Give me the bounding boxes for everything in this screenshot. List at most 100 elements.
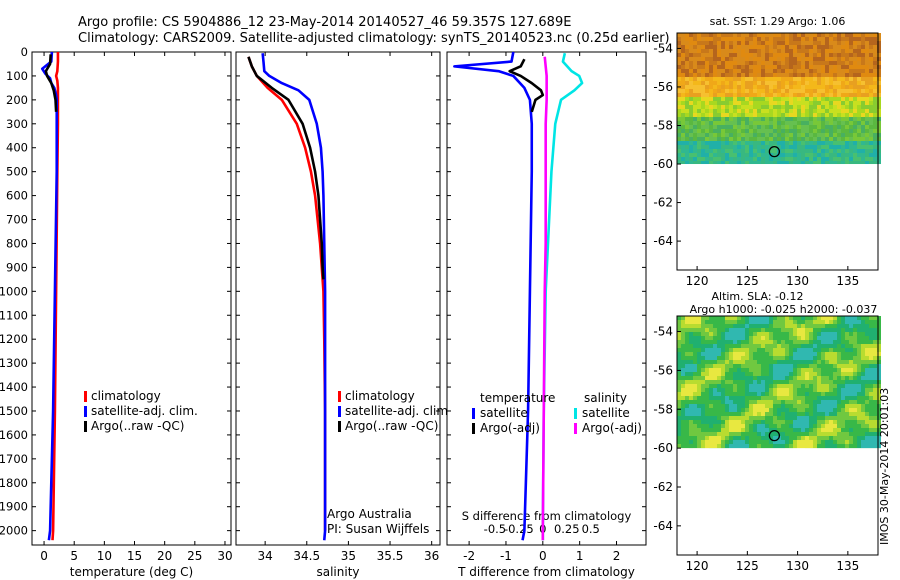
map-cell	[845, 133, 849, 137]
map-cell	[809, 53, 813, 57]
map-cell	[705, 356, 709, 360]
map-cell	[761, 412, 765, 416]
map-cell	[689, 85, 693, 89]
map-cell	[837, 344, 841, 348]
map-cell	[833, 61, 837, 65]
map-cell	[733, 380, 737, 384]
map-cell	[737, 105, 741, 109]
map-cell	[873, 376, 877, 380]
map-cell	[765, 85, 769, 89]
map-cell	[837, 412, 841, 416]
map-cell	[729, 368, 733, 372]
map-cell	[745, 384, 749, 388]
map-cell	[741, 432, 745, 436]
map-cell	[693, 53, 697, 57]
y-tick-label: 1800	[0, 476, 28, 490]
map-cell	[717, 45, 721, 49]
map-cell	[725, 316, 729, 320]
map-cell	[845, 440, 849, 444]
map-cell	[769, 360, 773, 364]
map-cell	[681, 360, 685, 364]
map-cell	[769, 396, 773, 400]
map-cell	[853, 332, 857, 336]
map-cell	[813, 368, 817, 372]
map-cell	[681, 45, 685, 49]
map-cell	[829, 400, 833, 404]
map-cell	[713, 340, 717, 344]
map-cell	[701, 125, 705, 129]
map-cell	[689, 45, 693, 49]
map-cell	[729, 149, 733, 153]
map-cell	[789, 97, 793, 101]
map-cell	[733, 125, 737, 129]
map-cell	[805, 45, 809, 49]
map-cell	[689, 49, 693, 53]
map-cell	[813, 320, 817, 324]
map-cell	[801, 129, 805, 133]
map-cell	[801, 41, 805, 45]
map-cell	[741, 109, 745, 113]
map-cell	[725, 428, 729, 432]
map-cell	[761, 320, 765, 324]
map-cell	[725, 53, 729, 57]
map-cell	[793, 149, 797, 153]
map-cell	[733, 121, 737, 125]
map-cell	[817, 105, 821, 109]
map-cell	[693, 380, 697, 384]
map-cell	[829, 125, 833, 129]
map-cell	[749, 444, 753, 448]
map-cell	[865, 384, 869, 388]
map-cell	[865, 149, 869, 153]
map-cell	[745, 41, 749, 45]
map-cell	[861, 89, 865, 93]
map-cell	[793, 49, 797, 53]
map-cell	[781, 424, 785, 428]
map-cell	[713, 37, 717, 41]
map-cell	[697, 157, 701, 161]
map-cell	[765, 332, 769, 336]
top-tick-label: 0.5	[582, 522, 600, 536]
map-cell	[869, 89, 873, 93]
map-cell	[713, 69, 717, 73]
map-cell	[709, 57, 713, 61]
map-cell	[813, 41, 817, 45]
map-cell	[869, 125, 873, 129]
map-cell	[769, 424, 773, 428]
map-cell	[829, 368, 833, 372]
map-cell	[841, 388, 845, 392]
map-cell	[825, 324, 829, 328]
map-cell	[777, 89, 781, 93]
map-cell	[709, 360, 713, 364]
map-cell	[873, 101, 877, 105]
map-cell	[865, 161, 869, 165]
map-cell	[717, 432, 721, 436]
map-cell	[841, 348, 845, 352]
map-cell	[789, 69, 793, 73]
map-cell	[773, 73, 777, 77]
map-cell	[781, 117, 785, 121]
map-cell	[777, 161, 781, 165]
map-cell	[825, 61, 829, 65]
map-cell	[737, 368, 741, 372]
map-cell	[837, 404, 841, 408]
map-cell	[757, 376, 761, 380]
map-cell	[713, 125, 717, 129]
map-cell	[805, 117, 809, 121]
x-tick-label: 125	[736, 559, 759, 573]
map-cell	[801, 324, 805, 328]
map-cell	[829, 57, 833, 61]
map-cell	[841, 440, 845, 444]
map-cell	[857, 77, 861, 81]
map-cell	[737, 392, 741, 396]
map-cell	[741, 85, 745, 89]
map-cell	[681, 49, 685, 53]
map-cell	[781, 81, 785, 85]
map-cell	[845, 444, 849, 448]
map-cell	[829, 316, 833, 320]
map-cell	[853, 85, 857, 89]
map-cell	[789, 65, 793, 69]
map-cell	[713, 360, 717, 364]
map-cell	[693, 161, 697, 165]
map-cell	[789, 324, 793, 328]
map-cell	[785, 396, 789, 400]
